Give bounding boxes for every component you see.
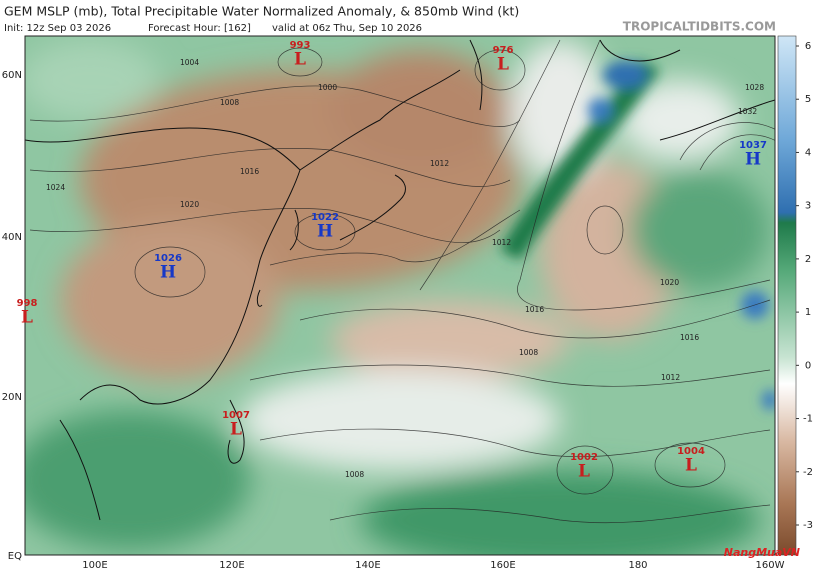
isobar-label: 1024 [46,183,65,192]
isobar-label: 1020 [660,278,679,287]
colorbar-tick-label: 6 [805,41,811,52]
site: TROPICALTIDBITS.COM [623,20,776,34]
isobar-label: 1016 [680,333,699,342]
center-value: 1004 [677,446,705,457]
center-letter: L [230,420,242,440]
center-value: 1002 [570,452,598,463]
lon-label: 120E [219,560,244,571]
isobar-label: 1008 [345,470,364,479]
colorbar-tick-label: 0 [805,360,811,371]
isobar-label: 1020 [180,200,199,209]
center-value: 1026 [154,253,182,264]
watermark: NangMuaVN [724,546,800,559]
isobar-label: 1012 [492,238,511,247]
center-value: 1037 [739,140,767,151]
isobar-label: 1004 [180,58,199,67]
center-value: 998 [17,298,38,309]
colorbar-tick-label: -2 [803,467,813,478]
colorbar-tick-label: 2 [805,254,811,265]
center-value: 993 [290,40,311,51]
lon-label: 140E [355,560,380,571]
colorbar [777,35,797,556]
colorbar-tick-label: -1 [803,414,813,425]
lat-label: EQ [8,551,22,562]
isobar-label: 1016 [525,305,544,314]
isobar-label: 1032 [738,107,757,116]
isobar-label: 1028 [745,83,764,92]
center-letter: L [578,462,590,482]
forecast-hour: Forecast Hour: [162] [148,23,251,34]
isobar-label: 1008 [519,348,538,357]
center-letter: H [317,222,333,242]
center-value: 1007 [222,410,250,421]
map-frame [24,35,776,556]
center-letter: L [685,456,697,476]
center-letter: L [497,55,509,75]
colorbar-tick-label: 1 [805,307,811,318]
center-letter: L [294,50,306,70]
center-letter: L [21,308,33,328]
center-value: 976 [493,45,514,56]
lon-label: 100E [82,560,107,571]
isobar-label: 1016 [240,167,259,176]
colorbar-ticks: -3 -2 -1 0 1 2 3 4 5 6 [796,41,813,531]
colorbar-tick-label: 3 [805,201,811,212]
lon-label: 160W [756,560,785,571]
isobar-label: 1000 [318,83,337,92]
isobar-label: 1012 [430,159,449,168]
center-letter: H [745,150,761,170]
map [25,36,775,555]
lat-label: 20N [2,392,22,403]
colorbar-tick-label: 5 [805,94,811,105]
isobar-label: 1008 [220,98,239,107]
colorbar-tick-label: 4 [805,147,811,158]
title: GEM MSLP (mb), Total Precipitable Water … [4,4,519,19]
lon-label: 160E [490,560,515,571]
center-letter: H [160,263,176,283]
lat-label: 40N [2,232,22,243]
colorbar-tick-label: -3 [803,520,813,531]
center-value: 1022 [311,212,339,223]
isobar-label: 1012 [661,373,680,382]
lat-label: 60N [2,70,22,81]
valid-time: valid at 06z Thu, Sep 10 2026 [272,23,422,34]
init: Init: 12z Sep 03 2026 [4,23,111,34]
lon-label: 180 [628,560,647,571]
